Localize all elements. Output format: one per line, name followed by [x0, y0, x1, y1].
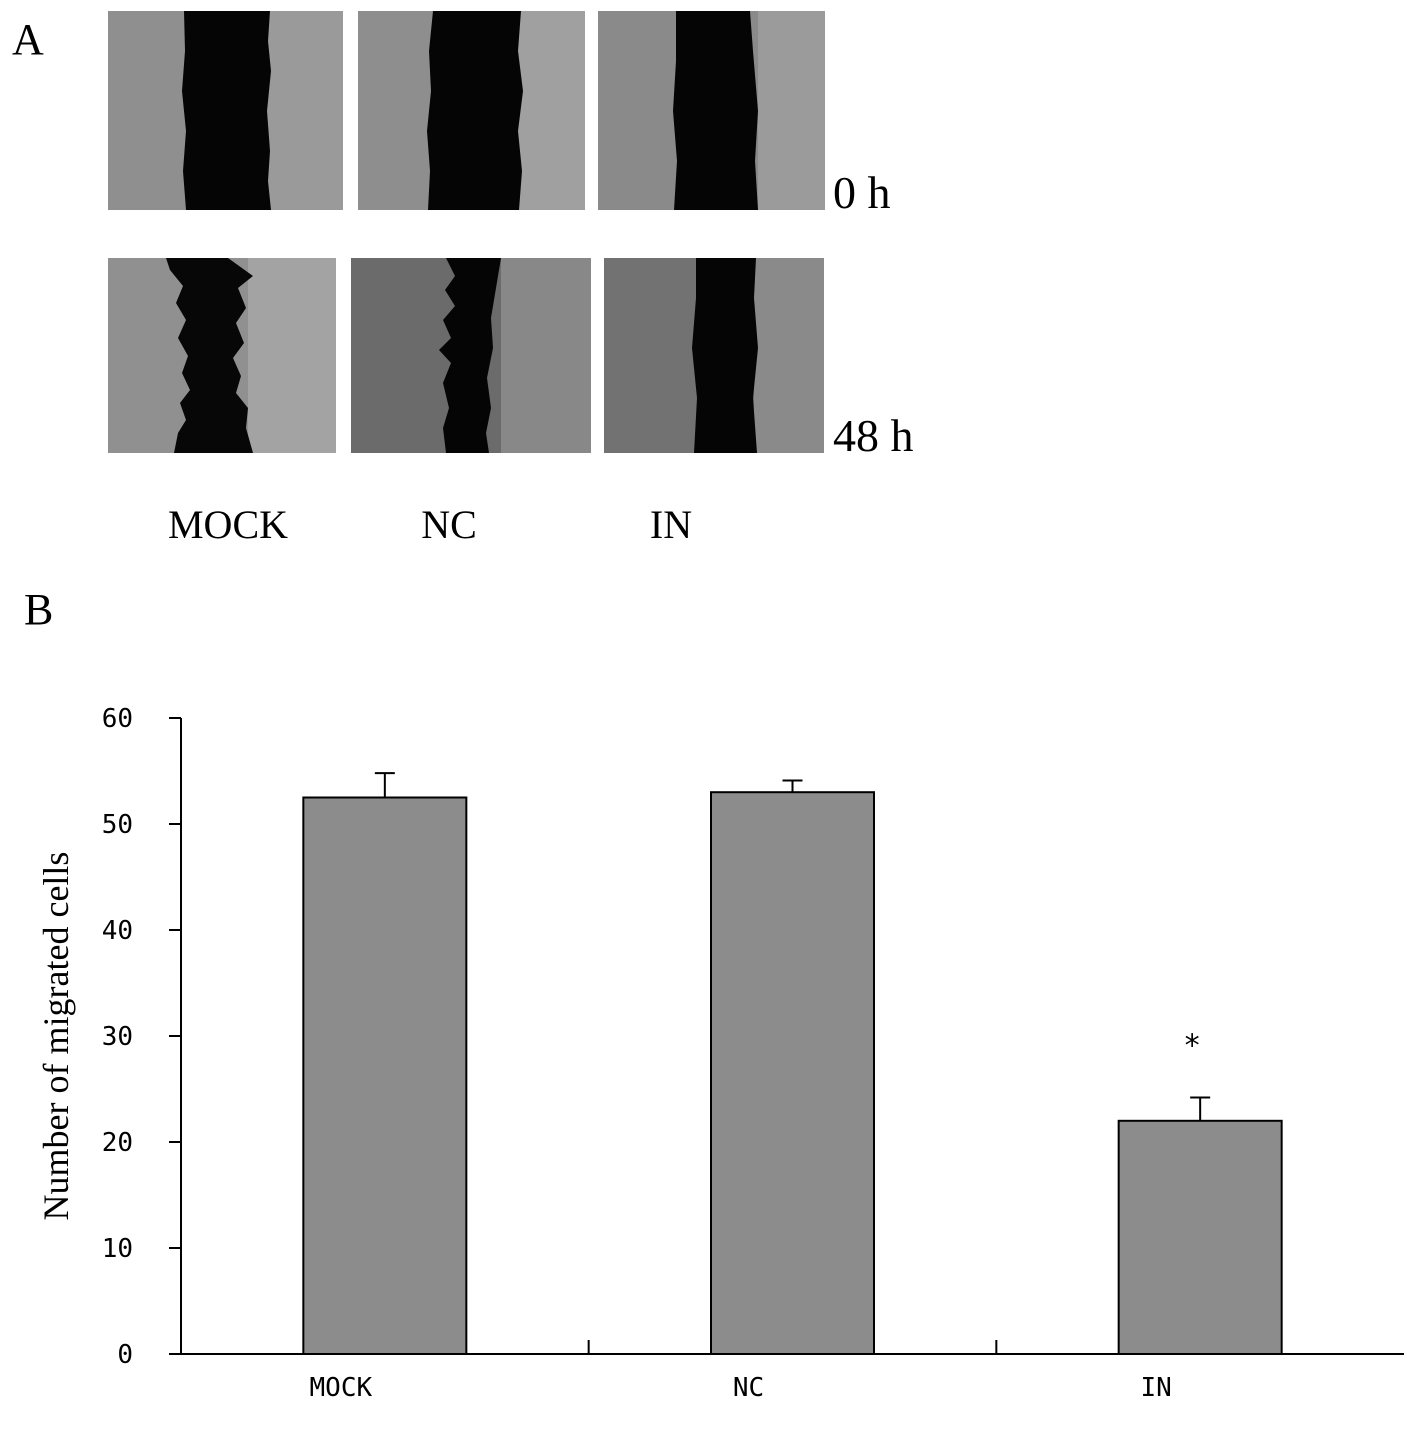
bar-mock: [302, 796, 468, 1355]
bar-nc: [710, 791, 875, 1355]
micrograph-mock-0h: [108, 11, 343, 210]
y-tick-label: 60: [102, 704, 133, 734]
micrograph-nc-48h: [351, 258, 591, 453]
time-label-48h: 48 h: [833, 410, 914, 461]
y-tick-label: 10: [102, 1234, 133, 1264]
y-tick-label: 30: [102, 1022, 133, 1052]
x-tick-label: NC: [733, 1373, 764, 1403]
y-tick-label: 50: [102, 810, 133, 840]
x-tick-label: IN: [1141, 1373, 1172, 1403]
micrograph-in-48h: [604, 258, 824, 453]
time-label-0h: 0 h: [833, 167, 891, 218]
micrograph-nc-0h: [358, 11, 585, 210]
group-label-in: IN: [649, 502, 693, 547]
x-tick-label: MOCK: [310, 1373, 373, 1403]
bar-in: [1117, 1119, 1283, 1355]
significance-marker: *: [1183, 1028, 1201, 1063]
micrograph-in-0h: [598, 11, 825, 210]
panel-b-letter: B: [24, 585, 54, 634]
y-tick-label: 20: [102, 1128, 133, 1158]
panel-a-letter: A: [12, 15, 44, 64]
y-tick-label: 40: [102, 916, 133, 946]
y-axis-label: Number of migrated cells: [36, 852, 76, 1221]
y-tick-label: 0: [117, 1340, 133, 1370]
group-label-mock: MOCK: [167, 502, 289, 547]
micrograph-mock-48h: [108, 258, 336, 453]
group-label-nc: NC: [421, 502, 477, 547]
bar-chart: 0 10 20 30 40 50 60 MOCK NC IN * Number of migrated…: [36, 704, 1404, 1403]
